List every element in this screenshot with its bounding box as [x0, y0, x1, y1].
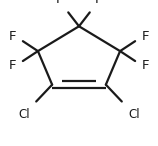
Text: Cl: Cl	[128, 108, 140, 121]
Text: F: F	[8, 30, 16, 43]
Text: Cl: Cl	[18, 108, 30, 121]
Text: F: F	[142, 59, 150, 72]
Text: F: F	[142, 30, 150, 43]
Text: F: F	[8, 59, 16, 72]
Text: F: F	[95, 0, 102, 6]
Text: F: F	[56, 0, 63, 6]
